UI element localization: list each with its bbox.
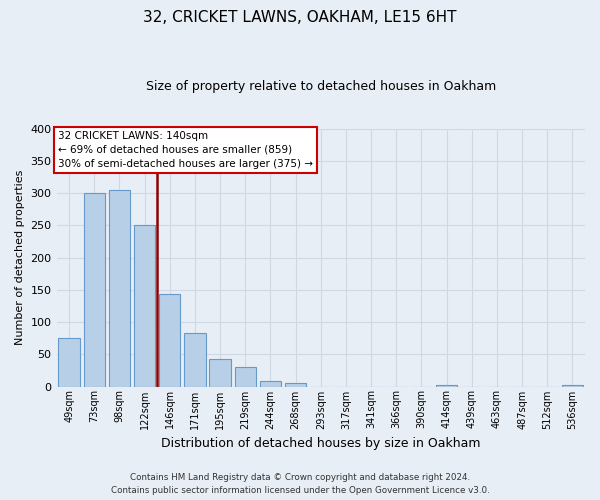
Bar xyxy=(134,226,155,386)
Text: Contains HM Land Registry data © Crown copyright and database right 2024.
Contai: Contains HM Land Registry data © Crown c… xyxy=(110,474,490,495)
X-axis label: Distribution of detached houses by size in Oakham: Distribution of detached houses by size … xyxy=(161,437,481,450)
Bar xyxy=(235,366,256,386)
Title: Size of property relative to detached houses in Oakham: Size of property relative to detached ho… xyxy=(146,80,496,93)
Text: 32, CRICKET LAWNS, OAKHAM, LE15 6HT: 32, CRICKET LAWNS, OAKHAM, LE15 6HT xyxy=(143,10,457,25)
Bar xyxy=(83,194,105,386)
Y-axis label: Number of detached properties: Number of detached properties xyxy=(15,170,25,346)
Bar xyxy=(436,385,457,386)
Bar xyxy=(209,359,231,386)
Bar xyxy=(109,190,130,386)
Bar xyxy=(285,382,307,386)
Bar xyxy=(159,294,181,386)
Bar xyxy=(260,382,281,386)
Text: 32 CRICKET LAWNS: 140sqm
← 69% of detached houses are smaller (859)
30% of semi-: 32 CRICKET LAWNS: 140sqm ← 69% of detach… xyxy=(58,131,313,169)
Bar xyxy=(58,338,80,386)
Bar xyxy=(562,384,583,386)
Bar xyxy=(184,333,206,386)
